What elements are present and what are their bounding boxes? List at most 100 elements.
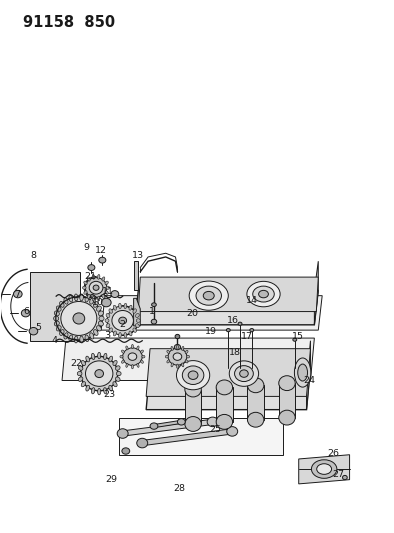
Text: 20: 20	[186, 309, 198, 318]
Ellipse shape	[132, 365, 134, 369]
Ellipse shape	[258, 290, 268, 298]
Ellipse shape	[182, 366, 204, 384]
Ellipse shape	[73, 313, 85, 324]
Polygon shape	[30, 272, 80, 341]
Ellipse shape	[78, 366, 83, 370]
Ellipse shape	[119, 317, 126, 324]
Ellipse shape	[279, 410, 295, 425]
Ellipse shape	[113, 382, 117, 387]
Ellipse shape	[98, 352, 101, 359]
Ellipse shape	[97, 296, 100, 301]
Ellipse shape	[174, 344, 180, 350]
Ellipse shape	[173, 353, 182, 360]
Ellipse shape	[253, 286, 274, 302]
Polygon shape	[247, 385, 264, 419]
Ellipse shape	[85, 361, 113, 386]
Text: 19: 19	[205, 327, 217, 336]
Text: 11: 11	[102, 287, 114, 296]
Ellipse shape	[64, 333, 68, 339]
Text: 26: 26	[327, 449, 339, 458]
Ellipse shape	[81, 357, 118, 391]
Text: 16: 16	[227, 316, 239, 325]
Ellipse shape	[92, 296, 95, 301]
Ellipse shape	[84, 291, 87, 294]
Ellipse shape	[279, 376, 295, 391]
Ellipse shape	[115, 377, 120, 382]
Polygon shape	[307, 341, 310, 410]
Ellipse shape	[54, 321, 59, 326]
Ellipse shape	[122, 448, 130, 454]
Ellipse shape	[177, 419, 185, 425]
Ellipse shape	[189, 281, 228, 310]
Text: 4: 4	[51, 336, 57, 345]
Ellipse shape	[141, 360, 143, 363]
Ellipse shape	[136, 313, 139, 318]
Ellipse shape	[342, 475, 347, 480]
Ellipse shape	[107, 306, 138, 335]
Polygon shape	[134, 261, 138, 290]
Ellipse shape	[64, 298, 68, 304]
Ellipse shape	[247, 378, 264, 393]
Ellipse shape	[92, 274, 95, 279]
Text: 3: 3	[104, 331, 110, 340]
Ellipse shape	[21, 310, 30, 317]
Ellipse shape	[137, 438, 148, 448]
Polygon shape	[123, 419, 213, 436]
Ellipse shape	[250, 328, 254, 332]
Ellipse shape	[247, 281, 280, 307]
Ellipse shape	[106, 324, 110, 328]
Text: 10: 10	[93, 298, 104, 307]
Ellipse shape	[109, 385, 113, 391]
Text: 29: 29	[106, 475, 118, 484]
Ellipse shape	[182, 363, 184, 367]
Polygon shape	[134, 290, 318, 325]
Ellipse shape	[121, 360, 125, 363]
Ellipse shape	[83, 286, 86, 289]
Ellipse shape	[95, 369, 104, 377]
Ellipse shape	[168, 348, 187, 365]
Ellipse shape	[86, 385, 89, 391]
Ellipse shape	[93, 285, 99, 290]
Ellipse shape	[98, 321, 103, 326]
Ellipse shape	[90, 298, 94, 304]
Ellipse shape	[90, 333, 94, 339]
Polygon shape	[279, 383, 295, 418]
Ellipse shape	[59, 302, 64, 308]
Ellipse shape	[99, 257, 106, 263]
Ellipse shape	[129, 331, 132, 336]
Text: 17: 17	[241, 332, 253, 341]
Ellipse shape	[247, 413, 264, 427]
Text: 5: 5	[35, 323, 41, 332]
Ellipse shape	[54, 316, 59, 321]
Polygon shape	[299, 455, 349, 484]
Ellipse shape	[109, 328, 112, 333]
Ellipse shape	[227, 426, 238, 436]
Polygon shape	[134, 298, 140, 326]
Ellipse shape	[240, 370, 248, 377]
Polygon shape	[142, 429, 232, 446]
Ellipse shape	[74, 294, 78, 301]
Ellipse shape	[298, 364, 308, 381]
Ellipse shape	[216, 415, 232, 429]
Ellipse shape	[116, 372, 121, 376]
Ellipse shape	[98, 389, 101, 395]
Ellipse shape	[112, 311, 134, 330]
Text: 8: 8	[30, 252, 37, 261]
Ellipse shape	[85, 278, 107, 298]
Ellipse shape	[74, 336, 78, 343]
Ellipse shape	[185, 350, 188, 353]
Ellipse shape	[182, 346, 184, 350]
Ellipse shape	[136, 319, 140, 322]
Ellipse shape	[85, 335, 89, 342]
Ellipse shape	[87, 294, 90, 298]
Ellipse shape	[98, 311, 103, 316]
Ellipse shape	[188, 371, 198, 379]
Ellipse shape	[104, 387, 107, 394]
Text: 27: 27	[333, 470, 345, 479]
Ellipse shape	[141, 350, 143, 353]
Ellipse shape	[113, 305, 116, 310]
Ellipse shape	[185, 360, 188, 363]
Ellipse shape	[106, 313, 110, 318]
Polygon shape	[101, 296, 322, 330]
Text: 9: 9	[84, 244, 90, 253]
